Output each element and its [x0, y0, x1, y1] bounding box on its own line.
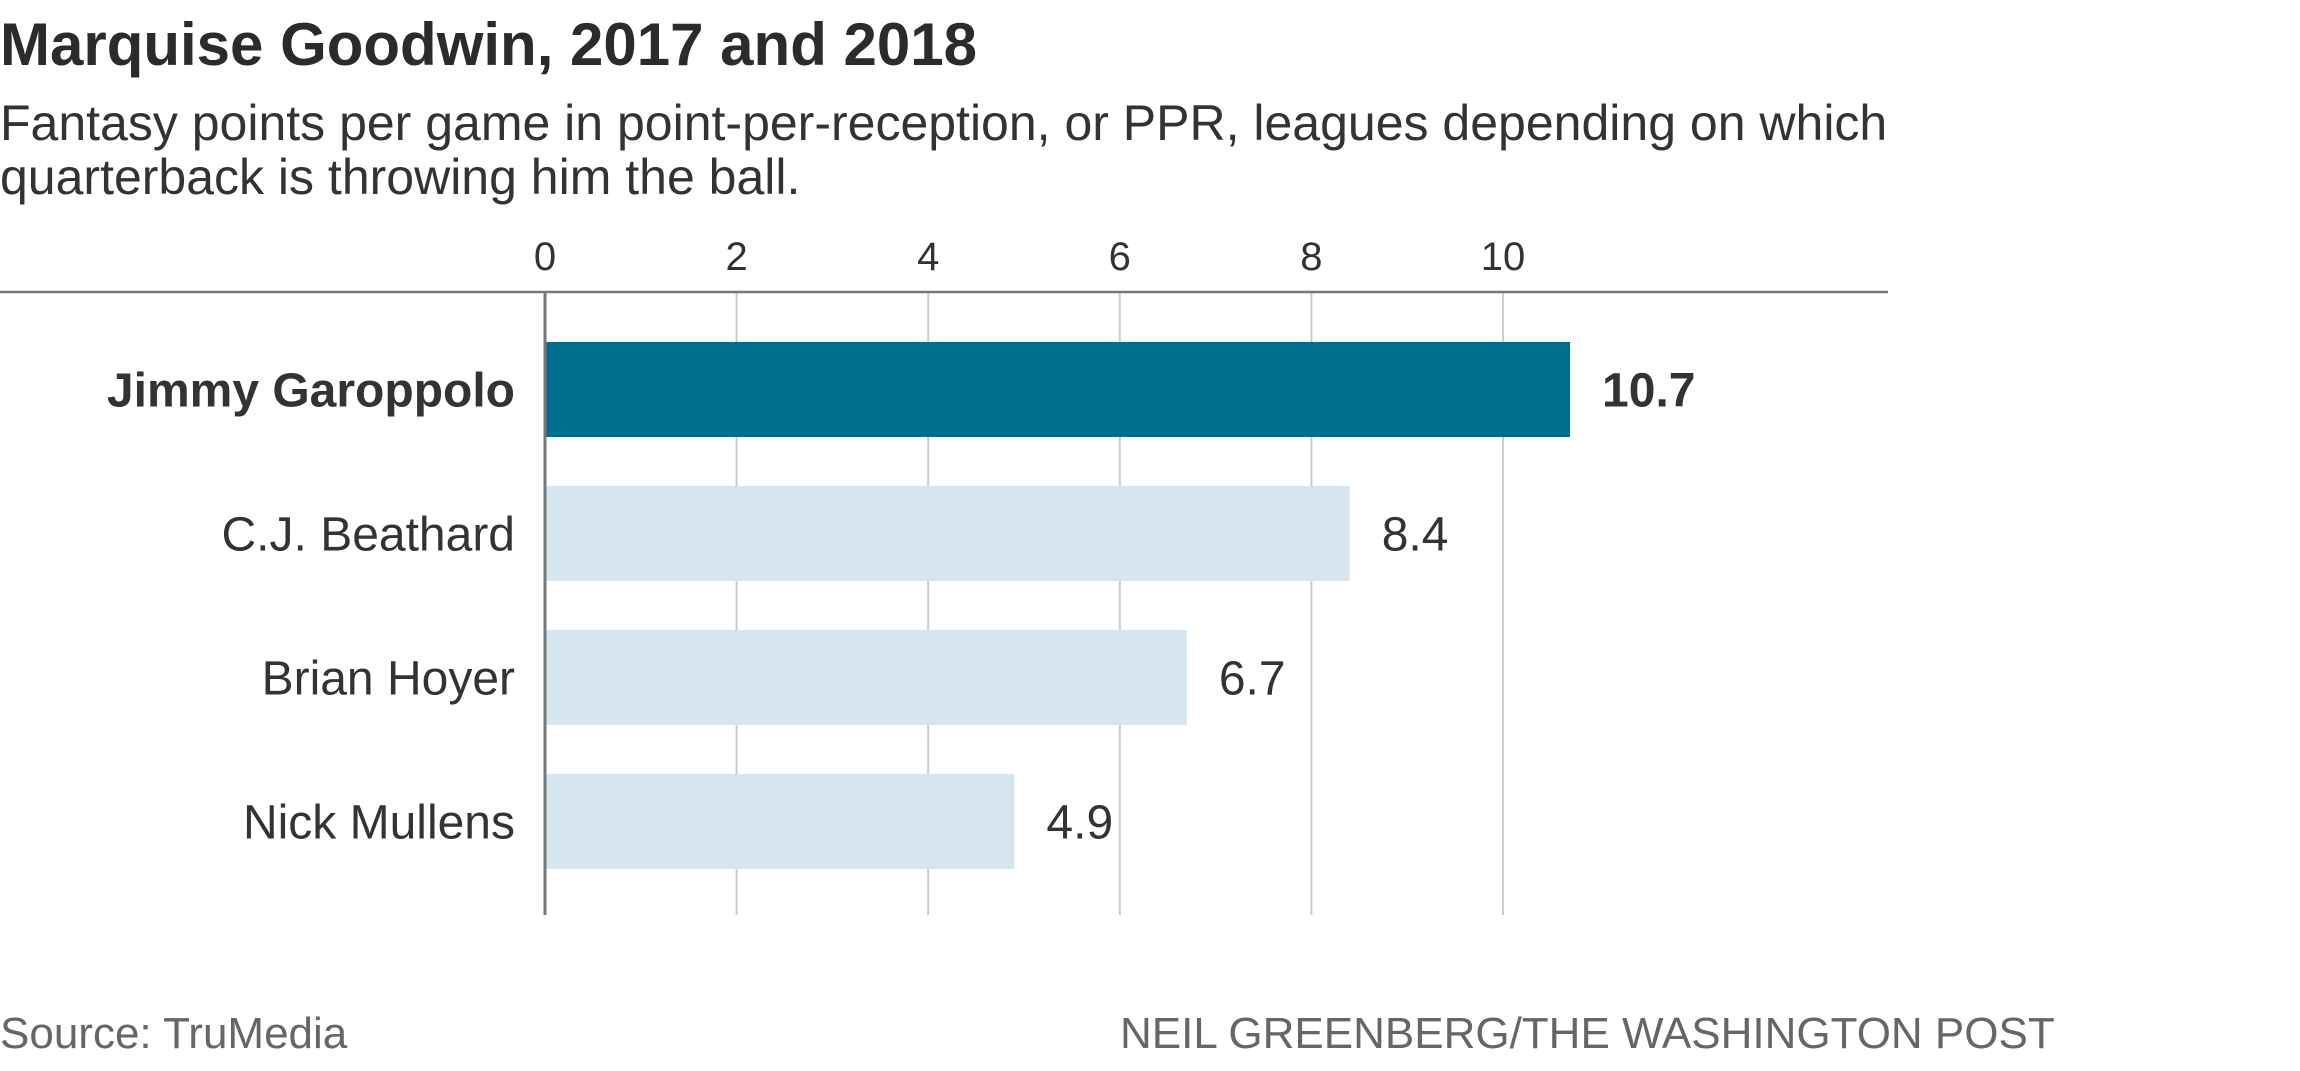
x-tick-label: 2: [725, 235, 747, 279]
data-label: 8.4: [1382, 509, 1449, 562]
chart-title: Marquise Goodwin, 2017 and 2018: [0, 11, 977, 78]
bar: [545, 630, 1187, 725]
bar: [545, 774, 1015, 869]
category-label: Brian Hoyer: [262, 653, 515, 706]
x-tick-label: 6: [1109, 235, 1131, 279]
data-label: 10.7: [1602, 365, 1695, 418]
x-tick-label: 4: [917, 235, 939, 279]
category-label: C.J. Beathard: [222, 509, 515, 562]
bar-chart: 0 2 4 6 8 10 Jimmy Garoppolo 10.7 C.J. Beathard 8…: [0, 235, 1888, 915]
data-label: 6.7: [1219, 653, 1286, 706]
category-label: Jimmy Garoppolo: [107, 365, 515, 418]
x-tick-label: 10: [1481, 235, 1526, 279]
x-tick-label: 0: [534, 235, 556, 279]
chart-subtitle: Fantasy points per game in point-per-rec…: [0, 95, 1888, 205]
x-tick-label: 8: [1300, 235, 1322, 279]
bar: [545, 486, 1350, 581]
data-label: 4.9: [1046, 797, 1113, 850]
category-label: Nick Mullens: [243, 797, 515, 850]
bar: [545, 342, 1571, 437]
source-note: Source: TruMedia: [0, 1009, 348, 1058]
credit-note: NEIL GREENBERG/THE WASHINGTON POST: [1120, 1009, 2055, 1058]
